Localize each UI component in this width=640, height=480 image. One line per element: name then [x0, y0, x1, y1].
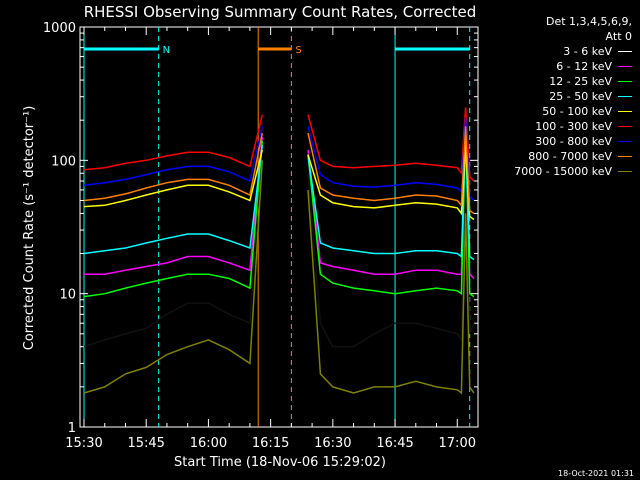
y-tick-label: 1 [68, 421, 76, 436]
legend-entry-label: 25 - 50 keV [549, 90, 612, 103]
series-line [307, 126, 475, 215]
legend-entry-swatch [618, 51, 632, 52]
legend: Det 1,3,4,5,6,9, Att 0 3 - 6 keV 6 - 12 k… [472, 14, 632, 179]
footer-timestamp: 18-Oct-2021 01:31 [558, 469, 634, 478]
legend-entry-label: 7000 - 15000 keV [514, 165, 612, 178]
legend-entries: 3 - 6 keV 6 - 12 keV 12 - 25 keV 25 - 50 ke… [472, 44, 632, 179]
y-axis-label: Corrected Count Rate (s⁻¹ detector⁻¹) [22, 106, 37, 351]
series-line [83, 126, 264, 187]
x-tick-label: 17:00 [439, 436, 476, 451]
x-tick-label: 16:15 [252, 436, 289, 451]
legend-entry: 800 - 7000 keV [472, 149, 632, 164]
legend-entry-swatch [618, 96, 632, 97]
series-line [307, 189, 475, 395]
plot-area: N S 1 10 100 1000 15:30 15:45 16:00 16:15 16:30 16:… [43, 21, 479, 451]
legend-entry-label: 800 - 7000 keV [528, 150, 612, 163]
y-tick-label: 1000 [43, 21, 76, 36]
series-line [307, 145, 475, 221]
plot-frame [79, 26, 479, 428]
x-tick-label: 16:30 [314, 436, 351, 451]
legend-entry-swatch [618, 141, 632, 142]
legend-entry-label: 50 - 100 keV [542, 105, 612, 118]
y-tick-label: 10 [59, 288, 76, 303]
x-axis-label: Start Time (18-Nov-06 15:29:02) [174, 455, 386, 470]
series-line [307, 133, 475, 261]
legend-entry-label: 100 - 300 keV [535, 120, 612, 133]
legend-entry-label: 12 - 25 keV [549, 75, 612, 88]
x-tick-label: 16:00 [190, 436, 227, 451]
legend-entry: 50 - 100 keV [472, 104, 632, 119]
x-tick-label: 15:30 [65, 436, 102, 451]
series-line [83, 132, 264, 202]
legend-entry: 6 - 12 keV [472, 59, 632, 74]
series-line [307, 126, 475, 298]
legend-entry: 25 - 50 keV [472, 89, 632, 104]
legend-entry-label: 300 - 800 keV [535, 135, 612, 148]
legend-detector-line-2: Att 0 [605, 30, 632, 43]
legend-entry-swatch [618, 81, 632, 82]
legend-entry-swatch [618, 111, 632, 112]
x-tick-label: 15:45 [127, 436, 164, 451]
legend-entry: 12 - 25 keV [472, 74, 632, 89]
series-line [83, 140, 264, 298]
series-line [83, 149, 264, 208]
series-line [83, 160, 264, 394]
series-line [84, 136, 264, 275]
legend-entry-label: 6 - 12 keV [556, 60, 612, 73]
legend-entry-swatch [618, 171, 632, 172]
y-tick-label: 100 [51, 154, 76, 169]
legend-entry: 7000 - 15000 keV [472, 164, 632, 179]
chart-title: RHESSI Observing Summary Count Rates, Co… [84, 3, 477, 21]
series-line [307, 107, 475, 182]
legend-entry-swatch [618, 66, 632, 67]
series-line [83, 136, 264, 348]
annotation-label: S [295, 45, 301, 56]
legend-entry-swatch [618, 156, 632, 157]
legend-entry: 3 - 6 keV [472, 44, 632, 59]
legend-entry-label: 3 - 6 keV [563, 45, 612, 58]
series-line [83, 114, 264, 171]
x-tick-label: 16:45 [376, 436, 413, 451]
annotation-label: N [163, 45, 170, 56]
legend-entry: 100 - 300 keV [472, 119, 632, 134]
series-line [83, 145, 264, 255]
legend-entry-swatch [618, 126, 632, 127]
series-line [307, 117, 475, 202]
legend-detector-line-1: Det 1,3,4,5,6,9, [545, 15, 632, 28]
legend-entry: 300 - 800 keV [472, 134, 632, 149]
